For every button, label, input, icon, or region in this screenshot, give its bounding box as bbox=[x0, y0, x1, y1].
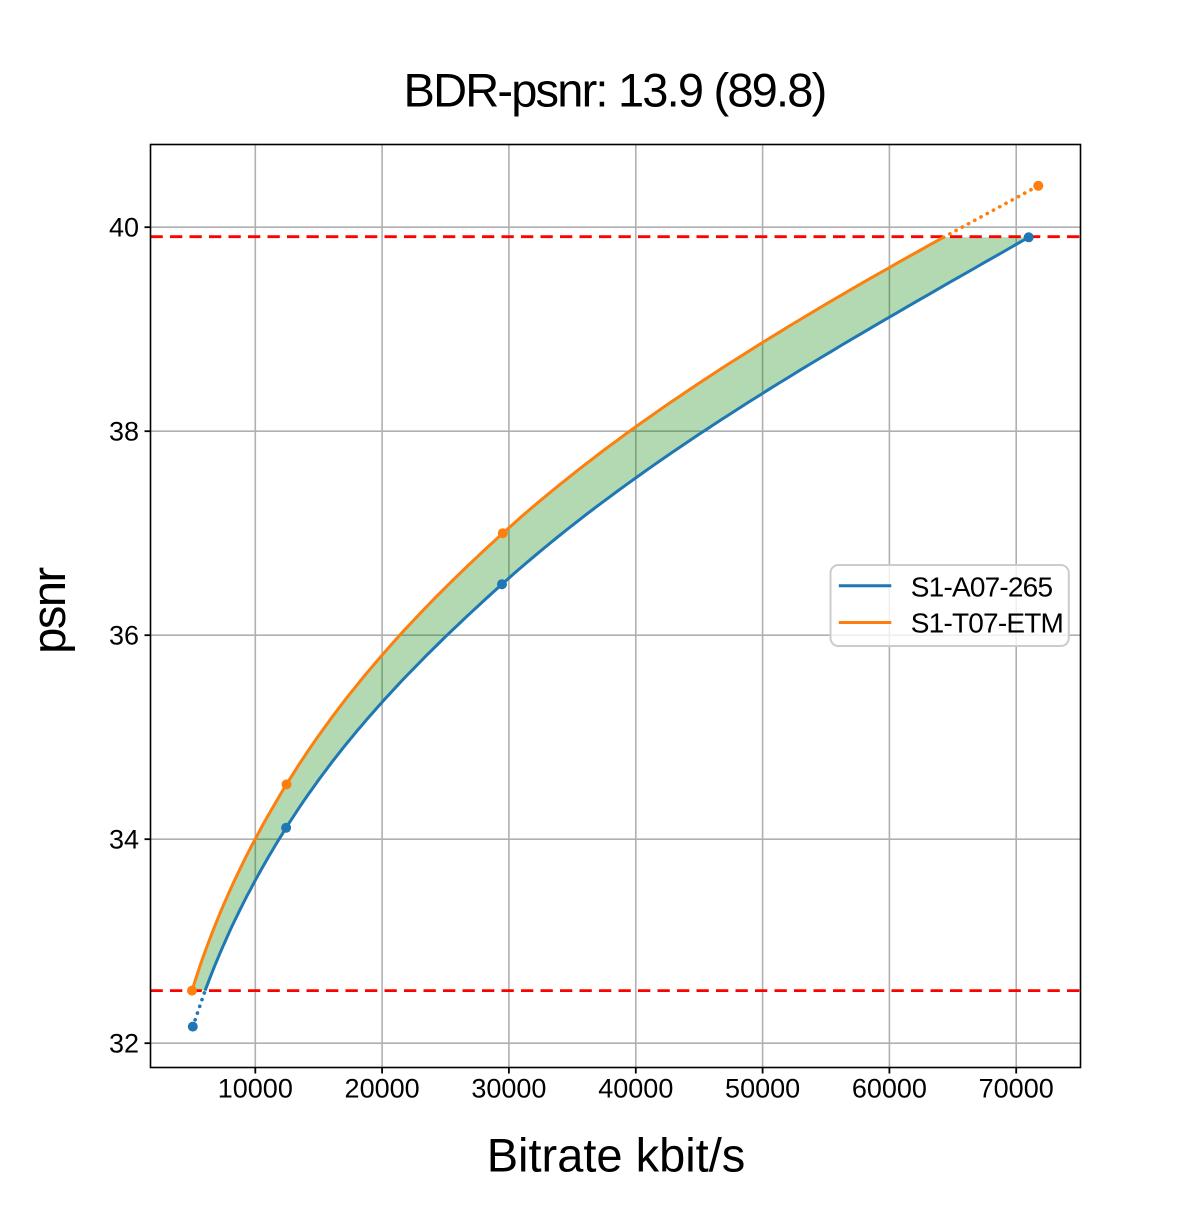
svg-text:psnr: psnr bbox=[22, 567, 75, 653]
svg-text:38: 38 bbox=[109, 417, 139, 447]
svg-text:20000: 20000 bbox=[345, 1073, 420, 1103]
svg-text:32: 32 bbox=[109, 1029, 139, 1059]
svg-text:50000: 50000 bbox=[725, 1073, 800, 1103]
svg-text:40000: 40000 bbox=[598, 1073, 673, 1103]
svg-text:10000: 10000 bbox=[218, 1073, 293, 1103]
svg-text:40: 40 bbox=[109, 213, 139, 243]
svg-text:BDR-psnr: 13.9 (89.8): BDR-psnr: 13.9 (89.8) bbox=[404, 63, 826, 116]
svg-text:S1-T07-ETM: S1-T07-ETM bbox=[911, 608, 1063, 639]
svg-text:Bitrate kbit/s: Bitrate kbit/s bbox=[487, 1129, 746, 1182]
svg-text:34: 34 bbox=[109, 825, 139, 855]
svg-text:60000: 60000 bbox=[852, 1073, 927, 1103]
svg-text:30000: 30000 bbox=[471, 1073, 546, 1103]
svg-text:S1-A07-265: S1-A07-265 bbox=[911, 571, 1053, 602]
svg-text:70000: 70000 bbox=[979, 1073, 1054, 1103]
svg-text:36: 36 bbox=[109, 621, 139, 651]
